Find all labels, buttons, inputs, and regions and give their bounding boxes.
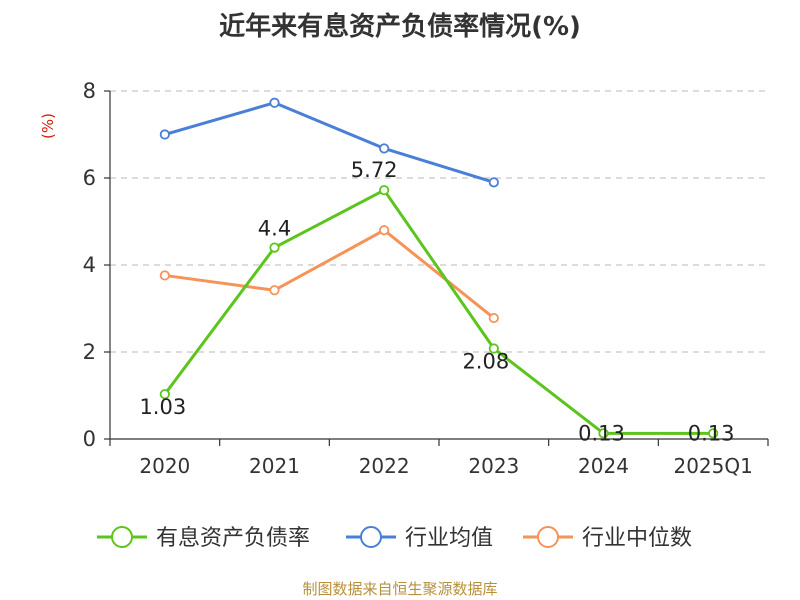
data-point — [488, 312, 499, 324]
data-point — [159, 129, 170, 140]
data-labels: 1.03 4.4 5.72 2.08 0.13 0.13 — [139, 158, 734, 445]
legend-marker — [537, 526, 559, 548]
data-point — [269, 285, 280, 296]
y-tick-label: 6 — [83, 166, 96, 190]
series-line — [164, 228, 495, 320]
data-point — [598, 428, 609, 439]
data-point — [488, 177, 499, 188]
legend-item[interactable]: 行业中位数 — [523, 526, 692, 551]
legend-label: 行业均值 — [405, 526, 493, 551]
data-label: 2.08 — [462, 350, 509, 374]
y-tick-label: 4 — [83, 253, 96, 277]
data-point — [269, 97, 280, 108]
data-label: 4.4 — [258, 217, 291, 241]
series-layer — [159, 97, 719, 439]
data-label: 5.72 — [351, 158, 398, 182]
data-point — [379, 143, 390, 154]
data-point — [708, 428, 719, 439]
data-point — [379, 185, 390, 196]
series-line — [163, 188, 714, 435]
x-tick-label: 2020 — [139, 454, 190, 478]
x-tick-label: 2024 — [578, 454, 629, 478]
x-tick-label: 2021 — [249, 454, 300, 478]
data-point — [488, 343, 499, 354]
data-label: 1.03 — [139, 395, 186, 419]
y-axis-label: (%) — [39, 113, 57, 139]
legend-label: 有息资产负债率 — [156, 526, 310, 551]
series-line — [164, 101, 495, 184]
legend-label: 行业中位数 — [582, 526, 692, 551]
data-point — [379, 225, 390, 236]
data-point — [159, 270, 170, 281]
y-tick-label: 0 — [83, 427, 96, 451]
chart-title: 近年来有息资产负债率情况(%) — [219, 12, 581, 42]
legend-item[interactable]: 行业均值 — [346, 526, 493, 551]
data-label: 0.13 — [688, 421, 735, 445]
y-tick-label: 8 — [83, 79, 96, 103]
legend-marker — [360, 526, 382, 548]
legend-item[interactable]: 有息资产负债率 — [97, 526, 310, 551]
x-tick-label: 2022 — [359, 454, 410, 478]
data-label: 0.13 — [578, 421, 625, 445]
source-note: 制图数据来自恒生聚源数据库 — [302, 580, 498, 598]
legend[interactable]: 有息资产负债率 行业均值 行业中位数 — [97, 526, 692, 551]
grid-lines — [110, 90, 768, 353]
data-point — [159, 389, 170, 400]
legend-marker — [111, 526, 133, 548]
x-tick-label: 2025Q1 — [673, 454, 752, 478]
x-tick-label: 2023 — [468, 454, 519, 478]
y-tick-label: 2 — [83, 340, 96, 364]
data-point — [269, 242, 280, 253]
axes: 0 2 4 6 8 2020 2021 2022 2023 2024 2025Q1 (%) — [39, 79, 769, 478]
